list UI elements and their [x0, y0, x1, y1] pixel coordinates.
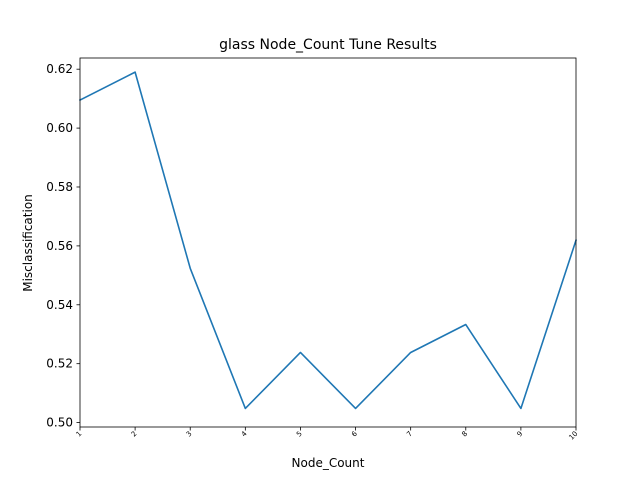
chart-title: glass Node_Count Tune Results	[219, 37, 437, 53]
y-tick-label: 0.52	[46, 357, 73, 371]
x-tick-label: 2	[130, 430, 139, 439]
y-tick-label: 0.56	[46, 239, 73, 253]
x-tick-label: 3	[185, 430, 194, 439]
y-tick-label: 0.54	[46, 298, 73, 312]
series-layer	[78, 71, 578, 410]
x-tick-label: 5	[295, 430, 304, 439]
x-axis-ticks: 1 2 3 4 5 6 7 8 9 10	[75, 427, 579, 442]
y-tick-label: 0.60	[46, 121, 73, 135]
y-axis-ticks: 0.50 0.52 0.54 0.56 0.58 0.60 0.62	[46, 62, 80, 430]
x-tick-label: 10	[567, 430, 579, 442]
plot-area	[80, 58, 576, 427]
y-tick-label: 0.62	[46, 62, 73, 76]
y-axis-label: Misclassification	[21, 194, 35, 292]
x-tick-label: 1	[75, 430, 84, 439]
x-tick-label: 7	[405, 430, 414, 439]
x-tick-label: 9	[515, 430, 524, 439]
series-line-0	[78, 71, 578, 410]
plot-frame	[79, 57, 577, 428]
x-tick-label: 6	[350, 429, 359, 438]
x-tick-label: 8	[460, 430, 469, 439]
x-tick-label: 4	[240, 429, 249, 438]
x-axis-label: Node_Count	[292, 456, 365, 470]
y-tick-label: 0.50	[46, 416, 73, 430]
y-tick-label: 0.58	[46, 180, 73, 194]
